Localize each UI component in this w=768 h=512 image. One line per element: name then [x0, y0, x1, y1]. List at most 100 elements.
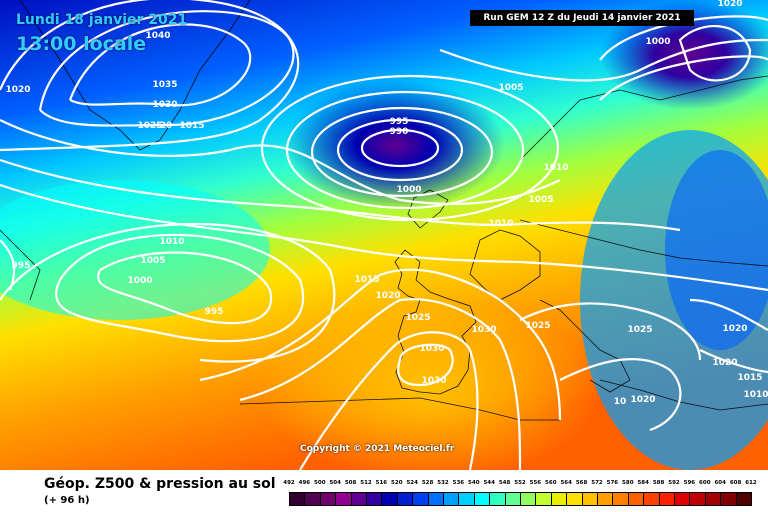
isobar-label: 1025 — [137, 121, 162, 131]
isobar-label: 1000 — [396, 185, 421, 195]
legend-tick-label: 536 — [452, 480, 465, 486]
legend-swatch — [289, 492, 306, 506]
isobar-label: 1015 — [179, 121, 204, 131]
isobar-label: 1030 — [421, 376, 446, 386]
legend-tick-label: 544 — [483, 480, 495, 486]
color-legend: 492 496 500 504 508 512 516 520 524 528 532 536 540 5… — [282, 472, 757, 508]
isobar-label: 1000 — [645, 37, 670, 47]
legend-swatch — [535, 492, 552, 506]
isobar-label: 1030 — [419, 344, 444, 354]
legend-tick-label: 568 — [575, 480, 588, 486]
legend-tick-label: 540 — [468, 480, 480, 486]
isobar-label: 1040 — [145, 31, 170, 41]
isobar-label: 1020 — [717, 0, 742, 9]
legend-swatch — [550, 492, 568, 506]
legend-swatch — [427, 492, 444, 506]
legend-swatch — [319, 492, 337, 506]
isobar-label: 1035 — [152, 80, 177, 90]
isobar-label: 1010 — [543, 163, 568, 173]
legend-tick-label: 604 — [714, 480, 726, 486]
legend-tick-label: 504 — [329, 480, 341, 486]
legend-swatch — [504, 492, 521, 506]
legend-swatch — [489, 492, 506, 506]
legend-tick-label: 600 — [699, 480, 711, 486]
legend-swatch — [458, 492, 475, 506]
legend-swatch — [658, 492, 675, 506]
isobar-label: 1020 — [5, 85, 30, 95]
legend-swatch — [674, 492, 691, 506]
legend-tick-label: 580 — [622, 480, 634, 486]
legend-tick-label: 588 — [652, 480, 665, 486]
legend-swatch — [412, 492, 429, 506]
legend-swatch — [627, 492, 645, 506]
legend-tick-label: 552 — [514, 480, 526, 486]
isobar-label: 995 — [205, 307, 224, 317]
legend-swatch — [612, 492, 629, 506]
legend-tick-label: 520 — [391, 480, 403, 486]
legend-tick-label: 532 — [437, 480, 449, 486]
legend-tick-label: 492 — [283, 480, 295, 486]
isobar-label: 20 — [160, 121, 173, 131]
isobar-label: 1020 — [712, 358, 737, 368]
legend-swatch — [520, 492, 537, 506]
isobar-label: 1010 — [488, 219, 513, 229]
legend-tick-label: 500 — [314, 480, 326, 486]
legend-tick-label: 596 — [683, 480, 696, 486]
coastlines — [0, 0, 768, 421]
legend-swatch — [566, 492, 583, 506]
legend-swatch — [366, 492, 383, 506]
isobar-label: 995 — [12, 261, 31, 271]
legend-swatch — [350, 492, 367, 506]
legend-swatch — [643, 492, 660, 506]
atlantic-low-core — [285, 80, 505, 210]
legend-swatch — [704, 492, 722, 506]
legend-swatch — [335, 492, 352, 506]
legend-tick-label: 556 — [529, 480, 542, 486]
legend-tick-label: 584 — [637, 480, 649, 486]
legend-swatch — [689, 492, 706, 506]
map-title: Géop. Z500 & pression au sol — [44, 476, 276, 492]
legend-tick-label: 564 — [560, 480, 572, 486]
legend-tick-label: 516 — [375, 480, 388, 486]
legend-tick-label: 496 — [298, 480, 311, 486]
model-run-label: Run GEM 12 Z du Jeudi 14 janvier 2021 — [470, 10, 694, 26]
legend-tick-label: 576 — [606, 480, 619, 486]
isobar-label: 1010 — [743, 390, 768, 400]
legend-tick-label: 592 — [668, 480, 680, 486]
copyright: Copyright © 2021 Meteociel.fr — [300, 444, 455, 454]
footer: Géop. Z500 & pression au sol (+ 96 h) 49… — [0, 470, 768, 512]
isobar-label: 1000 — [127, 276, 152, 286]
cyan-trough — [0, 180, 270, 320]
legend-swatch — [381, 492, 398, 506]
isobar-label: 1005 — [498, 83, 523, 93]
isobar-label: 1015 — [737, 373, 762, 383]
legend-tick-label: 612 — [745, 480, 757, 486]
forecast-date: Lundi 18 janvier 2021 — [16, 12, 188, 28]
isobar-label: 1025 — [405, 313, 430, 323]
isobar-label: 1030 — [152, 100, 177, 110]
legend-swatch — [396, 492, 414, 506]
legend-swatch — [443, 492, 460, 506]
isobar-label: 1030 — [471, 325, 496, 335]
isobar-label: 1005 — [140, 256, 165, 266]
isobar-label: 1015 — [354, 275, 379, 285]
isobar-label: 10 — [614, 397, 627, 407]
isobar-label: 990 — [390, 127, 409, 137]
legend-swatch — [473, 492, 491, 506]
legend-tick-label: 508 — [344, 480, 357, 486]
legend-tick-label: 608 — [729, 480, 742, 486]
isobar-label: 1020 — [375, 291, 400, 301]
isobar-lines — [0, 0, 768, 470]
legend-tick-label: 560 — [545, 480, 557, 486]
forecast-lead: (+ 96 h) — [44, 495, 90, 506]
isobar-label: 1020 — [630, 395, 655, 405]
isobar-label: 1025 — [627, 325, 652, 335]
legend-tick-label: 572 — [591, 480, 603, 486]
isobar-label: 1025 — [525, 321, 550, 331]
legend-tick-label: 528 — [421, 480, 434, 486]
legend-swatch — [581, 492, 598, 506]
weather-map: 1040 1035 1030 1025 20 1015 1020 995 990 1000 1005… — [0, 0, 768, 470]
legend-swatch — [720, 492, 737, 506]
legend-swatch — [597, 492, 614, 506]
